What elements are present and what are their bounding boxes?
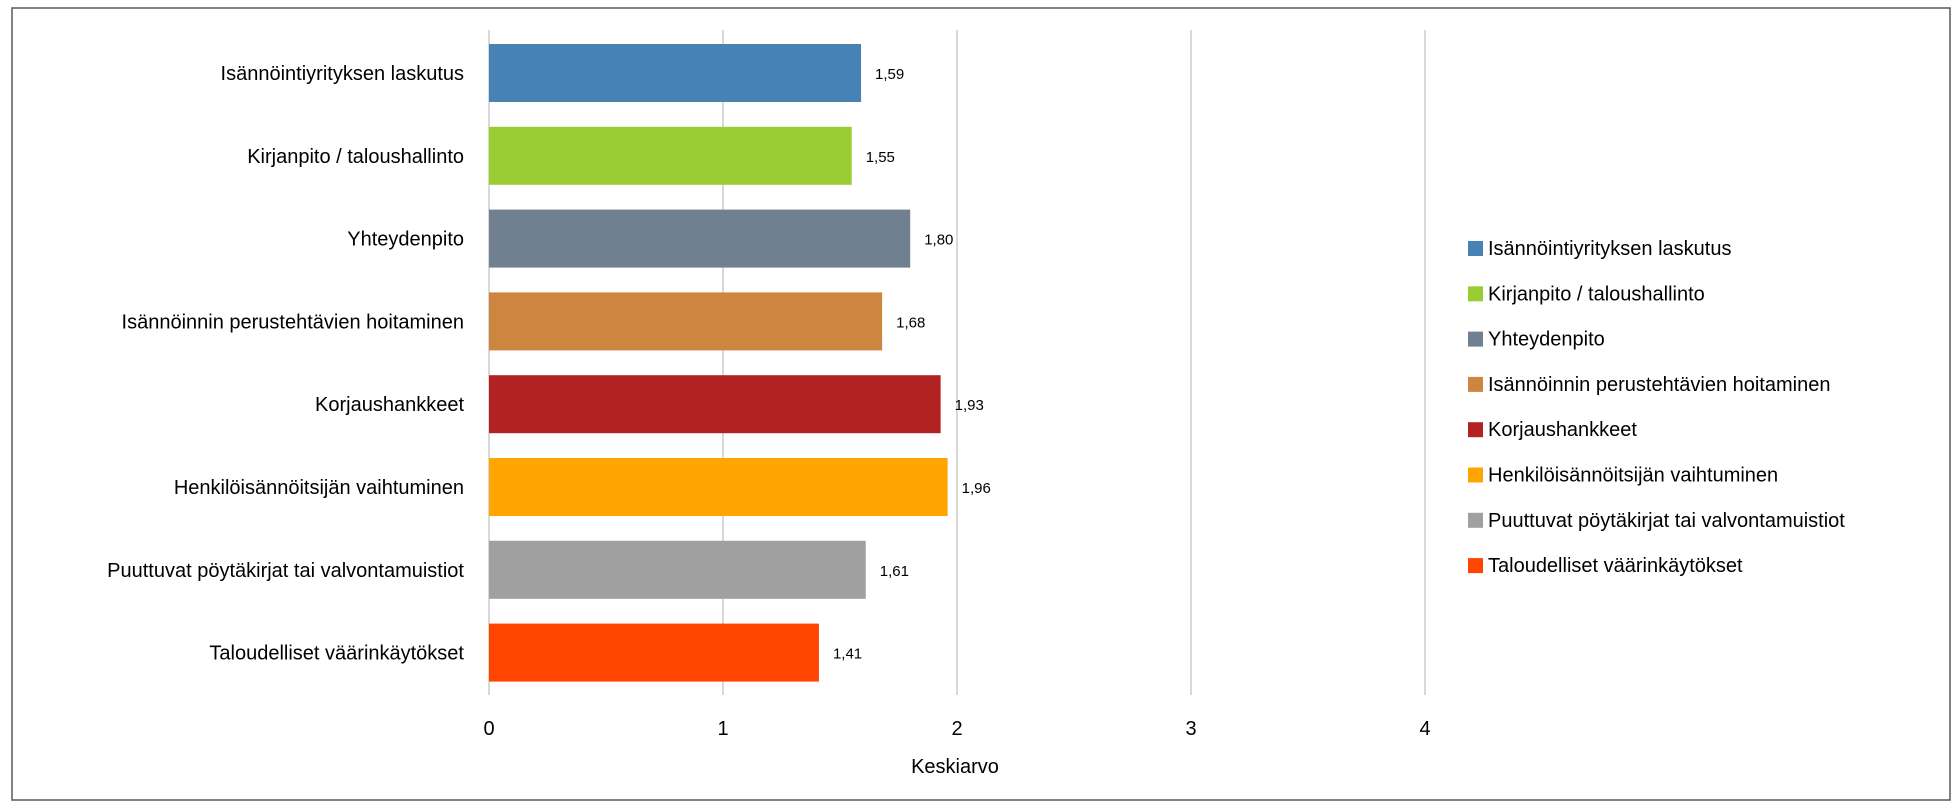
category-label: Puuttuvat pöytäkirjat tai valvontamuisti…: [107, 560, 464, 582]
bars: [489, 44, 948, 682]
legend-label: Henkilöisännöitsijän vaihtuminen: [1488, 465, 1778, 487]
value-label: 1,59: [875, 66, 904, 83]
value-label: 1,96: [962, 480, 991, 497]
x-axis-title: Keskiarvo: [911, 756, 999, 778]
category-label: Yhteydenpito: [347, 229, 464, 251]
legend-swatch: [1468, 467, 1483, 483]
bar: [489, 458, 948, 516]
bar: [489, 623, 819, 682]
legend-swatch: [1468, 286, 1483, 302]
x-axis-ticks: 0 1 2 3 4: [483, 718, 1430, 740]
bar: [489, 44, 862, 102]
legend-swatch: [1468, 376, 1483, 392]
legend-label: Kirjanpito / taloushallinto: [1488, 283, 1705, 305]
x-tick-label: 3: [1185, 718, 1196, 740]
category-label: Taloudelliset väärinkäytökset: [209, 643, 464, 665]
x-tick-label: 1: [717, 718, 728, 740]
value-label: 1,41: [833, 646, 862, 663]
legend-swatch: [1468, 512, 1483, 528]
bar: [489, 209, 911, 268]
category-labels: Isännöintiyrityksen laskutus Kirjanpito /…: [107, 63, 464, 665]
x-tick-label: 4: [1419, 718, 1430, 740]
legend-label: Isännöinnin perustehtävien hoitaminen: [1488, 374, 1830, 396]
bar: [489, 375, 941, 434]
legend-swatch: [1468, 558, 1483, 574]
chart-border: [11, 7, 1951, 801]
bar: [489, 540, 866, 599]
value-label: 1,61: [880, 563, 909, 580]
value-label: 1,55: [866, 149, 895, 166]
legend-label: Korjaushankkeet: [1488, 419, 1637, 441]
legend-label: Isännöintiyrityksen laskutus: [1488, 238, 1731, 260]
category-label: Henkilöisännöitsijän vaihtuminen: [174, 477, 464, 499]
legend-label: Puuttuvat pöytäkirjat tai valvontamuisti…: [1488, 510, 1845, 532]
category-label: Kirjanpito / taloushallinto: [247, 146, 464, 168]
value-labels: 1,59 1,55 1,80 1,68 1,93 1,96 1,61 1,41: [833, 66, 991, 663]
category-label: Isännöintiyrityksen laskutus: [221, 63, 464, 85]
value-label: 1,80: [924, 232, 953, 249]
legend-swatch: [1468, 241, 1483, 256]
category-label: Korjaushankkeet: [315, 394, 464, 416]
legend-swatch: [1468, 422, 1483, 438]
legend-label: Taloudelliset väärinkäytökset: [1488, 555, 1743, 577]
x-tick-label: 0: [483, 718, 494, 740]
value-label: 1,93: [955, 397, 984, 414]
legend-swatch: [1468, 331, 1483, 347]
legend-label: Yhteydenpito: [1488, 329, 1605, 351]
legend: Isännöintiyrityksen laskutus Kirjanpito /…: [1468, 238, 1845, 577]
bar: [489, 292, 883, 351]
value-label: 1,68: [896, 314, 925, 331]
x-tick-label: 2: [951, 718, 962, 740]
bar: [489, 126, 852, 185]
category-label: Isännöinnin perustehtävien hoitaminen: [122, 311, 464, 333]
